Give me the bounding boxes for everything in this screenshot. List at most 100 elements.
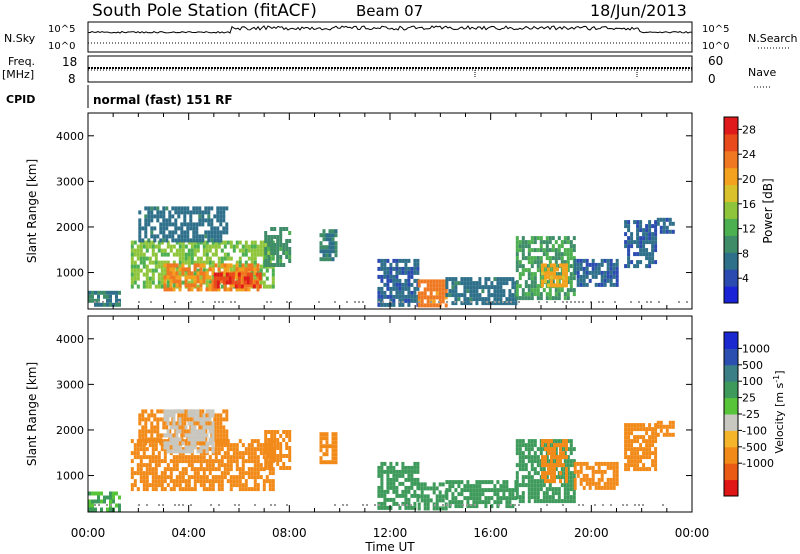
- heatmap-cell: [559, 455, 562, 460]
- heatmap-cell: [591, 266, 595, 271]
- heatmap-cell: [271, 284, 275, 289]
- heatmap-cell: [603, 278, 607, 283]
- heatmap-cell: [594, 481, 598, 486]
- heatmap-cell: [668, 424, 672, 429]
- heatmap-cell: [202, 479, 206, 484]
- heatmap-cell: [94, 302, 97, 307]
- heatmap-cell: [288, 255, 292, 259]
- heatmap-cell: [484, 297, 488, 302]
- heatmap-cell: [515, 264, 519, 269]
- heatmap-cell: [213, 437, 217, 442]
- heatmap-cell: [199, 256, 203, 261]
- heatmap-cell: [202, 413, 206, 418]
- heatmap-cell: [244, 271, 248, 276]
- heatmap-cell: [229, 455, 233, 460]
- heatmap-cell: [659, 229, 663, 234]
- heatmap-cell: [404, 501, 408, 506]
- heatmap-cell: [627, 427, 631, 432]
- heatmap-cell: [576, 473, 580, 478]
- heatmap-cell: [145, 479, 149, 484]
- heatmap-cell: [530, 272, 534, 277]
- heatmap-cell: [265, 284, 269, 289]
- heatmap-cell: [177, 226, 181, 231]
- heatmap-cell: [142, 260, 146, 265]
- heatmap-cell: [205, 244, 209, 249]
- heatmap-cell: [642, 455, 646, 460]
- heatmap-cell: [648, 423, 652, 428]
- heatmap-cell: [247, 443, 251, 448]
- heatmap-cell: [536, 296, 540, 301]
- heatmap-cell: [627, 439, 631, 444]
- heatmap-cell: [395, 294, 399, 299]
- heatmap-cell: [144, 425, 148, 430]
- heatmap-cell: [175, 441, 179, 446]
- heatmap-cell: [541, 271, 544, 276]
- heatmap-cell: [154, 479, 158, 484]
- heatmap-cell: [267, 442, 271, 446]
- heatmap-cell: [572, 491, 576, 496]
- heatmap-cell: [591, 258, 595, 263]
- heatmap-cell: [585, 473, 589, 478]
- heatmap-cell: [541, 459, 544, 464]
- heatmap-cell: [530, 495, 534, 500]
- heatmap-cell: [484, 281, 488, 286]
- heatmap-cell: [518, 301, 520, 303]
- heatmap-cell: [153, 437, 157, 442]
- heatmap-cell: [651, 427, 655, 432]
- heatmap-cell: [250, 260, 254, 265]
- colorbar-segment: [724, 201, 738, 219]
- heatmap-cell: [169, 459, 173, 464]
- heatmap-cell: [217, 264, 221, 269]
- heatmap-cell: [225, 230, 229, 235]
- heatmap-cell: [204, 206, 208, 211]
- heatmap-cell: [615, 461, 619, 466]
- heatmap-cell: [219, 230, 223, 235]
- heatmap-cell: [220, 248, 224, 253]
- heatmap-cell: [533, 260, 537, 265]
- heatmap-cell: [250, 439, 254, 444]
- heatmap-cell: [97, 294, 100, 299]
- heatmap-cell: [211, 283, 215, 288]
- heatmap-cell: [642, 467, 646, 472]
- heatmap-cell: [218, 504, 220, 506]
- heatmap-cell: [319, 233, 323, 238]
- heatmap-cell: [142, 280, 146, 285]
- x-tick-label: 00:00: [71, 526, 106, 540]
- heatmap-cell: [253, 256, 257, 261]
- heatmap-cell: [334, 432, 338, 437]
- heatmap-cell: [530, 264, 534, 269]
- heatmap-cell: [606, 465, 610, 470]
- heatmap-cell: [319, 436, 323, 441]
- heatmap-cell: [220, 479, 224, 484]
- heatmap-cell: [545, 491, 549, 496]
- heatmap-cell: [247, 248, 251, 253]
- heatmap-cell: [334, 456, 338, 461]
- heatmap-cell: [94, 504, 96, 506]
- heatmap-cell: [566, 240, 570, 245]
- heatmap-cell: [609, 278, 613, 283]
- heatmap-cell: [401, 270, 405, 275]
- heatmap-cell: [566, 471, 570, 476]
- heatmap-cell: [238, 248, 242, 253]
- heatmap-cell: [556, 463, 559, 468]
- heatmap-cell: [636, 427, 640, 432]
- heatmap-cell: [383, 294, 387, 299]
- heatmap-cell: [285, 442, 289, 446]
- heatmap-cell: [219, 272, 223, 277]
- heatmap-cell: [460, 277, 464, 282]
- heatmap-cell: [662, 221, 666, 226]
- heatmap-cell: [148, 443, 152, 448]
- heatmap-cell: [518, 455, 522, 460]
- heatmap-cell: [223, 471, 227, 476]
- heatmap-cell: [642, 228, 646, 233]
- heatmap-cell: [463, 488, 467, 493]
- heatmap-cell: [573, 485, 577, 490]
- heatmap-cell: [255, 280, 259, 285]
- heatmap-cell: [222, 301, 224, 303]
- heatmap-cell: [118, 301, 120, 303]
- heatmap-cell: [130, 487, 134, 492]
- heatmap-cell: [136, 284, 140, 289]
- heatmap-cell: [225, 413, 229, 418]
- heatmap-cell: [557, 288, 561, 293]
- heatmap-cell: [141, 425, 145, 430]
